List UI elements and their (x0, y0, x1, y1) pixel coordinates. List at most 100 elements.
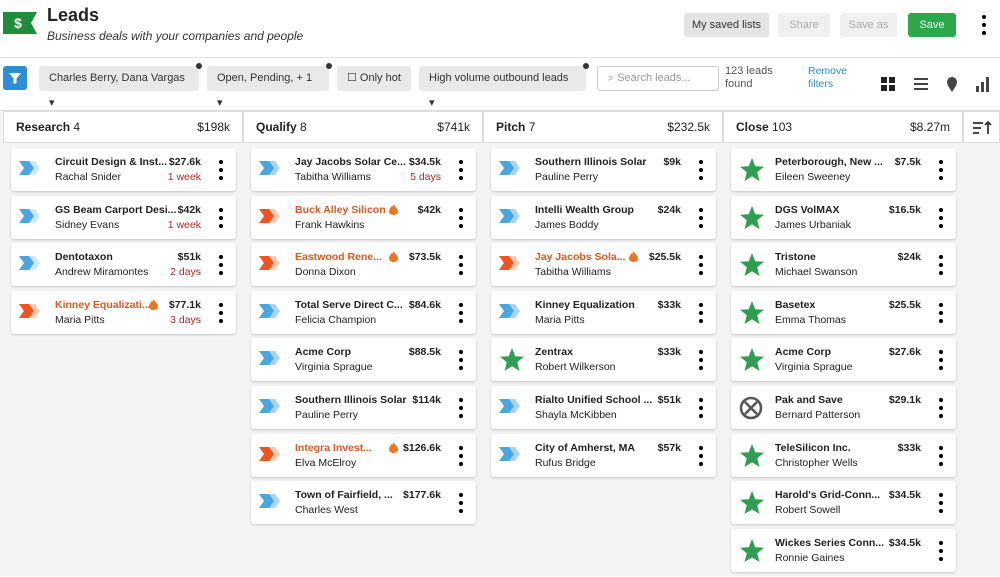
lead-card[interactable]: GS Beam Carport Desi... $42k Sidney Evans 1… (11, 195, 236, 239)
lead-card[interactable]: Southern Illinois Solar $114k Pauline Perr… (251, 386, 476, 429)
lead-card[interactable]: Eastwood Rene... $73.5k Donna Dixon (251, 243, 476, 287)
status-icon (259, 494, 280, 509)
lead-card[interactable]: Peterborough, New ... $7.5k Eileen Sweeney (731, 148, 956, 191)
save-button[interactable]: Save (908, 13, 956, 37)
lead-card[interactable]: Tristone $24k Michael Swanson (731, 243, 956, 287)
status-icon (499, 256, 520, 271)
lead-card[interactable]: DGS VolMAX $16.5k James Urbaniak (731, 195, 956, 239)
view-switcher[interactable] (880, 75, 995, 95)
column-count: 8 (300, 120, 307, 134)
column-total: $198k (197, 120, 230, 134)
lead-card[interactable]: Total Serve Direct C... $84.6k Felicia Cha… (251, 290, 476, 334)
owner-filter[interactable]: Charles Berry, Dana Vargas ▾ (39, 63, 202, 109)
contact-name: Ronnie Gaines (775, 551, 845, 564)
lead-card[interactable]: Kinney Equalizati... $77.1k Maria Pitts 3 d… (11, 290, 236, 334)
amount: $34.5k (888, 536, 921, 549)
status-icon (740, 348, 764, 372)
lead-card[interactable]: Town of Fairfield, ... $177.6k Charles Wes… (251, 481, 476, 525)
amount: $57k (657, 441, 681, 454)
card-menu (459, 493, 463, 514)
contact-name: Bernard Patterson (775, 409, 861, 421)
company-name: DGS VolMAX (775, 203, 840, 216)
lead-card[interactable]: Buck Alley Silicon $42k Frank Hawkins (251, 195, 476, 239)
status-icon (740, 491, 764, 515)
remove-filters-link[interactable]: Remove filters (808, 65, 848, 90)
status-icon (259, 161, 280, 175)
hot-icon (389, 251, 398, 263)
contact-name: Donna Dixon (295, 266, 356, 279)
lead-card[interactable]: Zentrax $33k Robert Wilkerson (491, 338, 716, 382)
search-placeholder: Search leads... (617, 72, 691, 84)
lead-card[interactable]: City of Amherst, MA $57k Rufus Bridge (491, 433, 716, 477)
lead-card[interactable]: Acme Corp $88.5k Virginia Sprague (251, 338, 476, 382)
amount: $42k (417, 203, 441, 216)
hot-icon (629, 251, 638, 263)
lead-card[interactable]: Integra Invest... $126.6k Elva McElroy (251, 433, 476, 477)
card-menu (699, 255, 703, 276)
status-icon (259, 446, 280, 461)
contact-name: Rufus Bridge (535, 456, 596, 469)
status-icon (740, 443, 764, 467)
company-name: Wickes Series Conn... (775, 536, 885, 549)
lead-card[interactable]: Pak and Save $29.1k Bernard Patterson (731, 386, 956, 429)
lead-card[interactable]: Wickes Series Conn... $34.5k Ronnie Gaines (731, 528, 956, 572)
share-button[interactable]: Share (778, 13, 830, 37)
lead-count: 123 leads found (725, 65, 773, 90)
column-name: Qualify (256, 120, 297, 134)
sort-column[interactable] (963, 111, 1000, 143)
contact-name: Tabitha Williams (295, 171, 371, 183)
company-name: GS Beam Carport Desi... (55, 203, 177, 216)
lead-card[interactable]: Harold's Grid-Conn... $34.5k Robert Sowell (731, 481, 956, 525)
lead-card[interactable]: Intelli Wealth Group $24k James Boddy (491, 195, 716, 239)
status-filter[interactable]: Open, Pending, + 1 ▾ (207, 63, 332, 109)
card-menu (459, 350, 463, 371)
contact-name: Virginia Sprague (295, 361, 373, 374)
lead-card[interactable]: Dentotaxon $51k Andrew Miramontes 2 days (11, 243, 236, 287)
contact-name: Pauline Perry (535, 171, 599, 183)
filter-button[interactable] (3, 66, 27, 90)
status-icon (259, 256, 280, 271)
status-icon (259, 303, 280, 318)
card-menu (219, 207, 223, 228)
company-name: Harold's Grid-Conn... (775, 489, 881, 502)
lead-card[interactable]: Jay Jacobs Sola... $25.5k Tabitha Williams (491, 243, 716, 287)
saved-lists-button[interactable]: My saved lists (684, 13, 769, 37)
status-icon (740, 538, 764, 562)
lead-card[interactable]: Jay Jacobs Solar Ce... $34.5k Tabitha Will… (251, 148, 476, 191)
card-menu (219, 255, 223, 276)
card-menu (939, 350, 943, 371)
amount: $88.5k (408, 346, 441, 359)
lead-card[interactable]: Southern Illinois Solar $9k Pauline Perry (491, 148, 716, 191)
lead-card[interactable]: Kinney Equalization $33k Maria Pitts (491, 290, 716, 334)
contact-name: Sidney Evans (55, 218, 120, 231)
age: 2 days (170, 266, 201, 279)
column-header: Pitch 7 $232.5k (483, 111, 723, 143)
company-name: Rialto Unified School ... (535, 394, 653, 406)
amount: $24k (657, 203, 681, 216)
column-total: $8.27m (909, 120, 950, 134)
saved-view-filter[interactable]: High volume outbound leads ▾ (419, 63, 589, 109)
amount: $84.6k (408, 298, 441, 311)
amount: $29.1k (888, 394, 921, 406)
contact-name: Frank Hawkins (295, 218, 365, 231)
company-name: Kinney Equalization (535, 298, 635, 311)
card-menu (939, 255, 943, 276)
lead-card[interactable]: TeleSilicon Inc. $33k Christopher Wells (731, 433, 956, 477)
amount: $33k (657, 298, 681, 311)
lead-card[interactable]: Acme Corp $27.6k Virginia Sprague (731, 338, 956, 382)
only-hot-toggle[interactable]: ☐ Only hot (337, 66, 411, 91)
lead-card[interactable]: Circuit Design & Inst... $27.6k Rachal Sni… (11, 148, 236, 191)
lead-card[interactable]: Rialto Unified School ... $51k Shayla McKi… (491, 386, 716, 429)
contact-name: Robert Sowell (775, 504, 841, 517)
save-as-button[interactable]: Save as (840, 13, 897, 37)
amount: $126.6k (403, 441, 441, 454)
status-icon (19, 256, 40, 271)
card-menu (699, 302, 703, 323)
contact-name: Charles West (295, 504, 358, 517)
column-name: Close (736, 120, 769, 134)
lead-card[interactable]: Basetex $25.5k Emma Thomas (731, 290, 956, 334)
search-input[interactable]: ⌕ Search leads... (597, 66, 719, 91)
amount: $77.1k (168, 298, 201, 311)
more-menu[interactable] (980, 14, 988, 36)
card-menu (699, 160, 703, 180)
